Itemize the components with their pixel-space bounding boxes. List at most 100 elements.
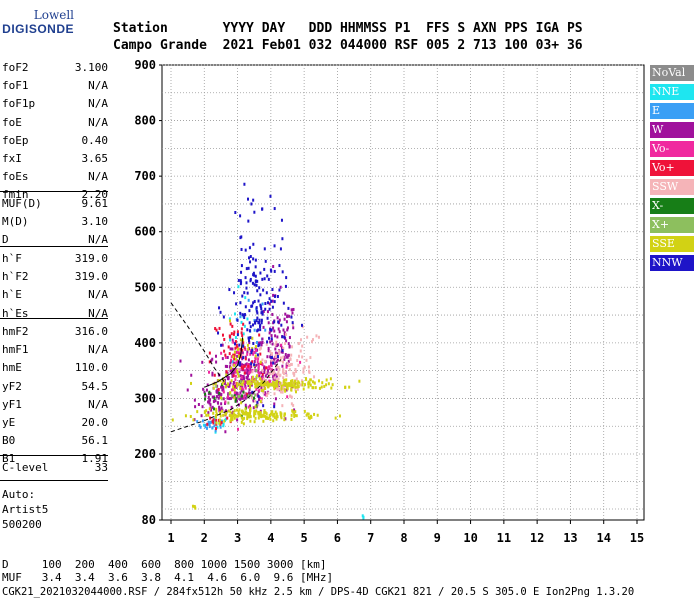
echo-point-sse	[283, 378, 286, 382]
echo-point-ssw	[282, 376, 285, 380]
echo-point-vominus	[299, 360, 302, 364]
echo-point-voplus	[221, 333, 224, 337]
echo-point-nnw	[253, 299, 256, 303]
echo-point-w	[285, 339, 288, 343]
echo-point-ssw	[306, 335, 309, 339]
echo-point-sse	[232, 385, 235, 389]
echo-point-nnw	[282, 301, 285, 305]
panel-separator	[0, 318, 108, 319]
echo-point-voplus	[243, 346, 246, 350]
echo-point-sse	[259, 411, 262, 415]
echo-point-w	[201, 405, 204, 409]
echo-point-xplus	[247, 394, 250, 398]
echo-point-sse	[248, 383, 251, 387]
params-group5: C-level 33	[2, 459, 108, 477]
echo-point-nnw	[257, 299, 260, 303]
echo-point-w	[221, 343, 224, 347]
echo-point-sse	[236, 347, 239, 351]
echo-point-nnw	[264, 259, 267, 263]
echo-point-voplus	[247, 364, 250, 368]
param-name: foF1p	[2, 97, 36, 111]
echo-point-w	[258, 374, 261, 378]
echo-point-ssw	[262, 391, 265, 395]
echo-point-sse	[253, 412, 256, 416]
legend-item-noval: NoVal	[650, 65, 694, 81]
echo-point-sse	[230, 366, 233, 370]
echo-point-voplus	[215, 328, 218, 332]
echo-point-xminus	[233, 394, 236, 398]
footer-muf-line: MUF 3.4 3.4 3.6 3.8 4.1 4.6 6.0 9.6 [MHz…	[2, 571, 334, 584]
echo-point-nnw	[270, 299, 273, 303]
auto-artist: Artist5	[2, 503, 49, 516]
echo-point-sse	[237, 414, 240, 418]
echo-point-nnw	[284, 284, 287, 288]
echo-point-nne	[222, 422, 225, 426]
echo-point-w	[258, 396, 261, 400]
echo-point-nnw	[273, 207, 276, 211]
echo-point-sse	[311, 386, 314, 390]
x-tick-label: 4	[267, 531, 274, 545]
echo-point-ssw	[271, 351, 274, 355]
echo-point-ssw	[286, 362, 289, 366]
param-name: h`F	[2, 252, 22, 265]
param-row: D N/A	[2, 231, 108, 249]
echo-point-e	[264, 328, 267, 332]
echo-point-nnw	[252, 257, 255, 261]
echo-point-ssw	[267, 391, 270, 395]
echo-point-w	[261, 340, 264, 344]
echo-point-sse	[285, 378, 288, 382]
echo-point-sse	[215, 412, 218, 416]
echo-point-w	[238, 396, 241, 400]
echo-point-sse	[263, 409, 266, 413]
echo-point-w	[274, 351, 277, 355]
echo-point-w	[224, 364, 227, 368]
echo-point-nnw	[239, 214, 242, 218]
echo-point-sse	[290, 413, 293, 417]
echo-point-nnw	[219, 310, 222, 314]
echo-point-w	[287, 353, 290, 357]
echo-point-ssw	[290, 402, 293, 406]
echo-point-w	[236, 399, 239, 403]
echo-point-nnw	[248, 329, 251, 333]
echo-point-w	[260, 343, 263, 347]
echo-point-ssw	[299, 383, 302, 387]
echo-point-vominus	[253, 377, 256, 381]
echo-point-nne	[244, 296, 247, 300]
echo-point-vominus	[230, 355, 233, 359]
echo-point-e	[201, 419, 204, 423]
echo-point-sse	[273, 381, 276, 385]
panel-separator	[0, 191, 108, 192]
echo-point-nnw	[268, 307, 271, 311]
echo-point-w	[232, 367, 235, 371]
echo-point-vominus	[244, 386, 247, 390]
x-tick-label: 6	[334, 531, 341, 545]
echo-point-vominus	[235, 359, 238, 363]
param-row: foE N/A	[2, 114, 108, 132]
echo-point-sse	[249, 415, 252, 419]
echo-point-w	[239, 391, 242, 395]
echo-point-ssw	[262, 386, 265, 390]
echo-point-nnw	[281, 270, 284, 274]
echo-point-sse	[280, 416, 283, 420]
echo-point-voplus	[208, 351, 211, 355]
echo-point-vominus	[257, 357, 260, 361]
echo-point-w	[247, 384, 250, 388]
echo-point-voplus	[224, 353, 227, 357]
echo-point-nnw	[263, 277, 266, 281]
echo-point-ssw	[290, 395, 293, 399]
param-name: fxI	[2, 151, 22, 165]
echo-point-sse	[190, 381, 193, 385]
echo-point-nnw	[244, 248, 247, 252]
echo-point-nnw	[259, 305, 262, 309]
echo-point-e	[254, 350, 257, 354]
echo-point-sse	[246, 381, 249, 385]
echo-point-ssw	[279, 387, 282, 391]
echo-point-xplus	[250, 393, 253, 397]
x-tick-label: 8	[400, 531, 407, 545]
echo-point-nnw	[255, 319, 258, 323]
echo-point-voplus	[241, 348, 244, 352]
logo-lowell: Lowell	[33, 8, 74, 22]
echo-point-voplus	[214, 327, 217, 331]
echo-point-w	[229, 369, 232, 373]
echo-point-sse	[256, 380, 259, 384]
